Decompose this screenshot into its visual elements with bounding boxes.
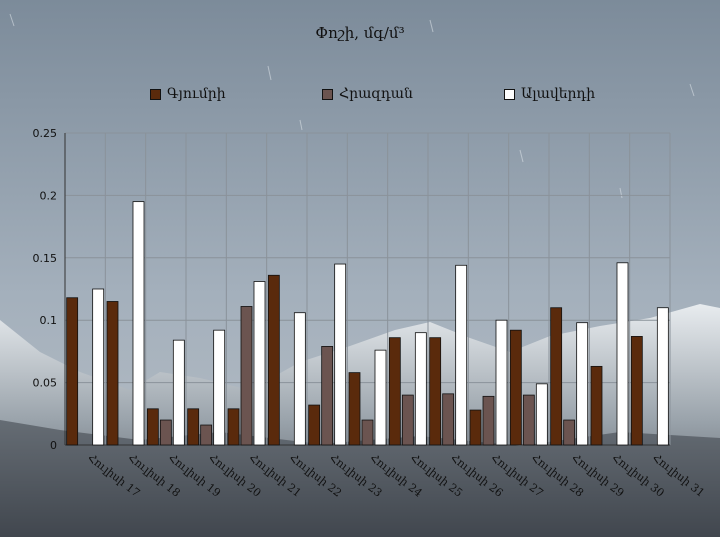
bar-gyumri-29 <box>550 307 563 446</box>
bar-gyumri-30 <box>590 365 603 446</box>
bar-gyumri-25 <box>388 337 401 446</box>
legend: Գյումրի Հրազդան Ալավերդի <box>0 86 720 106</box>
legend-swatch-hrazdan <box>322 88 333 100</box>
bar-alaverdi-23 <box>334 263 347 446</box>
bar-hrazdan-25 <box>401 394 414 446</box>
bar-gyumri-18 <box>106 301 119 446</box>
y-tick-label: 0.05 <box>33 377 58 390</box>
legend-label-hrazdan: Հրազդան <box>339 86 413 102</box>
bar-gyumri-31 <box>630 336 643 446</box>
bar-hrazdan-29 <box>563 419 576 446</box>
bars <box>66 201 669 446</box>
bar-alaverdi-22 <box>293 312 306 446</box>
bar-alaverdi-25 <box>414 332 427 446</box>
bar-gyumri-22 <box>267 274 280 446</box>
legend-item-gyumri: Գյումրի <box>150 86 226 102</box>
bar-alaverdi-31 <box>656 307 669 446</box>
bar-alaverdi-17 <box>92 288 105 446</box>
bar-alaverdi-28 <box>535 383 548 446</box>
y-tick-label: 0.25 <box>33 127 58 140</box>
bar-gyumri-19 <box>146 408 159 446</box>
bar-hrazdan-28 <box>522 394 535 446</box>
y-tick-label: 0.15 <box>33 252 58 265</box>
legend-swatch-alaverdi <box>504 88 515 100</box>
bar-gyumri-26 <box>429 337 442 446</box>
bar-hrazdan-23 <box>321 346 334 446</box>
bar-hrazdan-24 <box>361 419 374 446</box>
bar-gyumri-20 <box>187 408 200 446</box>
legend-label-alaverdi: Ալավերդի <box>521 86 596 102</box>
y-tick-label: 0.2 <box>40 189 58 202</box>
y-axis-ticks: 0 0.05 0.1 0.15 0.2 0.25 <box>33 127 58 452</box>
star-trails <box>9 13 695 199</box>
bar-gyumri-24 <box>348 372 361 446</box>
bar-alaverdi-29 <box>576 322 589 446</box>
bar-gyumri-17 <box>66 297 79 446</box>
bar-hrazdan-20 <box>200 424 213 446</box>
legend-swatch-gyumri <box>150 88 161 100</box>
bar-hrazdan-27 <box>482 395 495 446</box>
bar-alaverdi-19 <box>172 339 185 446</box>
bar-alaverdi-27 <box>495 319 508 446</box>
chart-title: Փոշի, մգ/մ³ <box>315 24 405 42</box>
bar-alaverdi-20 <box>213 329 226 446</box>
bar-gyumri-27 <box>469 409 482 446</box>
y-tick-label: 0 <box>50 439 57 452</box>
legend-item-hrazdan: Հրազդան <box>322 86 413 102</box>
legend-item-alaverdi: Ալավերդի <box>504 86 595 102</box>
bar-alaverdi-26 <box>455 264 468 446</box>
bar-gyumri-21 <box>227 408 240 446</box>
bar-alaverdi-30 <box>616 262 629 446</box>
bar-alaverdi-21 <box>253 281 266 446</box>
legend-label-gyumri: Գյումրի <box>167 86 226 102</box>
bar-alaverdi-18 <box>132 201 145 446</box>
bar-gyumri-23 <box>308 404 321 446</box>
bar-alaverdi-24 <box>374 349 387 446</box>
bar-hrazdan-21 <box>240 306 253 446</box>
bar-hrazdan-19 <box>159 419 172 446</box>
y-tick-label: 0.1 <box>40 314 58 327</box>
bar-hrazdan-26 <box>442 393 455 446</box>
bar-gyumri-28 <box>509 329 522 446</box>
mountain-shadow <box>0 420 720 537</box>
